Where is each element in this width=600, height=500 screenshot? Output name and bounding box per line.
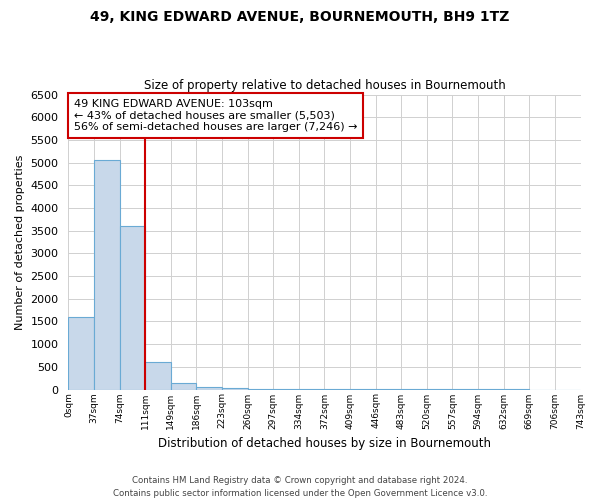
Text: 49, KING EDWARD AVENUE, BOURNEMOUTH, BH9 1TZ: 49, KING EDWARD AVENUE, BOURNEMOUTH, BH9… (91, 10, 509, 24)
Text: Contains HM Land Registry data © Crown copyright and database right 2024.
Contai: Contains HM Land Registry data © Crown c… (113, 476, 487, 498)
Bar (145, 362, 171, 390)
Bar (119, 226, 145, 390)
Bar (273, 389, 299, 390)
Text: 49 KING EDWARD AVENUE: 103sqm
← 43% of detached houses are smaller (5,503)
56% o: 49 KING EDWARD AVENUE: 103sqm ← 43% of d… (74, 99, 357, 132)
Bar (248, 388, 273, 390)
Y-axis label: Number of detached properties: Number of detached properties (15, 154, 25, 330)
Bar (68, 317, 94, 390)
Bar (196, 387, 222, 390)
X-axis label: Distribution of detached houses by size in Bournemouth: Distribution of detached houses by size … (158, 437, 491, 450)
Title: Size of property relative to detached houses in Bournemouth: Size of property relative to detached ho… (143, 79, 505, 92)
Bar (171, 382, 196, 390)
Bar (222, 388, 248, 390)
Bar (94, 160, 119, 390)
